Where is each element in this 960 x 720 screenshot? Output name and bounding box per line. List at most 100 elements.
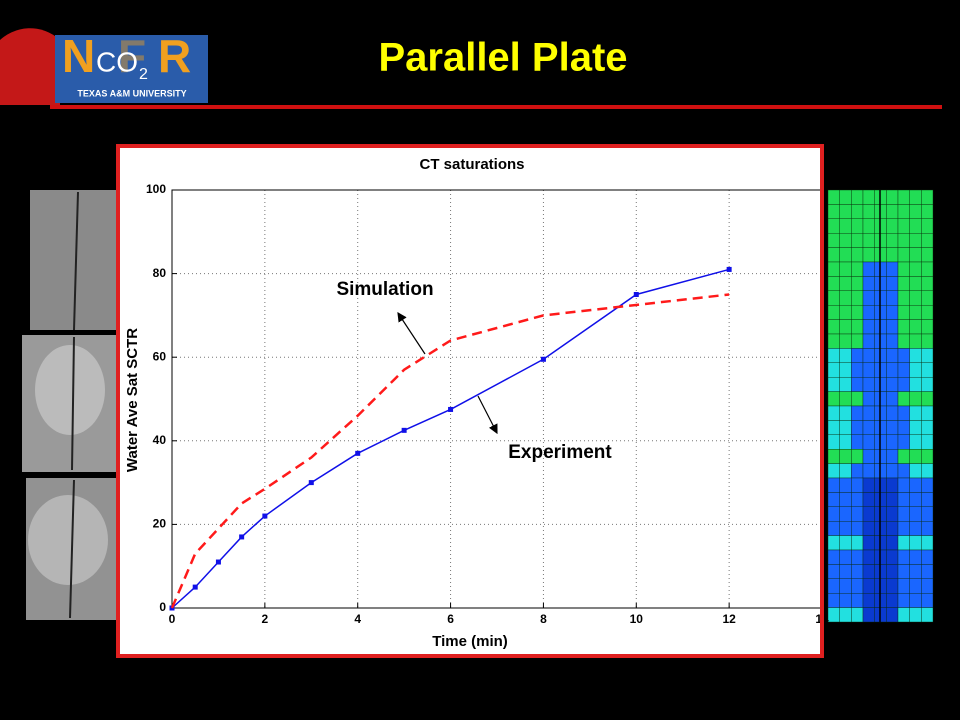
grid-cell bbox=[886, 391, 899, 407]
logo-letter: R bbox=[158, 30, 191, 82]
grid-cell bbox=[839, 333, 852, 349]
grid-cell bbox=[862, 333, 875, 349]
grid-cell bbox=[897, 232, 910, 248]
grid-cell bbox=[827, 463, 840, 479]
ct-images bbox=[22, 190, 117, 620]
grid-cell bbox=[827, 405, 840, 421]
grid-cell bbox=[851, 189, 864, 205]
grid-cell bbox=[851, 449, 864, 464]
grid-cell bbox=[851, 333, 864, 349]
grid-cell bbox=[909, 521, 922, 536]
chart-frame bbox=[118, 146, 822, 656]
grid-cell bbox=[862, 578, 875, 594]
grid-cell bbox=[827, 549, 840, 565]
grid-cell bbox=[886, 506, 899, 522]
grid-cell bbox=[921, 305, 934, 320]
grid-cell bbox=[897, 204, 910, 219]
grid-cell bbox=[862, 305, 875, 320]
grid-cell bbox=[886, 449, 899, 464]
grid-cell bbox=[851, 348, 864, 363]
grid-cell bbox=[839, 305, 852, 320]
ct-highlight bbox=[28, 495, 108, 585]
grid-cell bbox=[921, 506, 934, 522]
grid-cell bbox=[827, 189, 840, 205]
grid-cell bbox=[827, 492, 840, 507]
grid-cell bbox=[897, 506, 910, 522]
grid-cell bbox=[909, 204, 922, 219]
annotation-arrow bbox=[397, 311, 426, 355]
grid-cell bbox=[897, 521, 910, 536]
x-tick-label: 4 bbox=[354, 612, 361, 626]
grid-cell bbox=[921, 449, 934, 464]
grid-cell bbox=[886, 463, 899, 479]
grid-cell bbox=[921, 348, 934, 363]
grid-cell bbox=[827, 276, 840, 291]
grid-cell bbox=[886, 607, 899, 623]
grid-cell bbox=[886, 434, 899, 450]
grid-cell bbox=[827, 319, 840, 335]
data-point bbox=[726, 266, 732, 272]
grid-cell bbox=[827, 607, 840, 623]
grid-cell bbox=[827, 420, 840, 435]
data-point bbox=[540, 356, 546, 362]
grid-cell bbox=[886, 204, 899, 219]
grid-cell bbox=[862, 564, 875, 580]
ct-crack bbox=[69, 191, 79, 619]
grid-cell bbox=[839, 593, 852, 608]
grid-cell bbox=[839, 578, 852, 594]
grid-cell bbox=[839, 391, 852, 407]
grid-cell bbox=[897, 391, 910, 407]
grid-cell bbox=[897, 362, 910, 378]
ct-image bbox=[30, 190, 117, 330]
grid-cell bbox=[909, 261, 922, 277]
grid-cell bbox=[851, 492, 864, 507]
grid-cell bbox=[862, 434, 875, 450]
grid-cell bbox=[862, 549, 875, 565]
grid-cell bbox=[921, 290, 934, 306]
data-point bbox=[215, 559, 221, 565]
grid-cell bbox=[886, 362, 899, 378]
grid-cell bbox=[827, 232, 840, 248]
grid-cell bbox=[839, 348, 852, 363]
grid-cell bbox=[839, 549, 852, 565]
grid-cell bbox=[827, 204, 840, 219]
series-line bbox=[170, 293, 730, 609]
logo-letter: N bbox=[62, 30, 95, 82]
grid-cell bbox=[921, 477, 934, 493]
grid-cell bbox=[862, 535, 875, 551]
logo-formula: CO bbox=[96, 46, 138, 77]
grid-cell bbox=[909, 319, 922, 335]
grid-cell bbox=[851, 204, 864, 219]
y-tick-label: 60 bbox=[153, 349, 167, 363]
grid-cell bbox=[839, 405, 852, 421]
grid-cell bbox=[862, 362, 875, 378]
grid-cell bbox=[827, 247, 840, 263]
x-axis-label: Time (min) bbox=[432, 633, 508, 650]
grid-cell bbox=[839, 261, 852, 277]
series-line bbox=[171, 268, 730, 609]
grid-cell bbox=[909, 247, 922, 263]
grid-cell bbox=[909, 535, 922, 551]
grid-cell bbox=[862, 261, 875, 277]
grid-cell bbox=[851, 377, 864, 392]
grid-cell bbox=[897, 564, 910, 580]
grid-cell bbox=[839, 189, 852, 205]
grid-cell bbox=[862, 319, 875, 335]
grid-cell bbox=[862, 420, 875, 435]
grid-cell bbox=[897, 593, 910, 608]
grid-cell bbox=[827, 477, 840, 493]
grid-cell bbox=[897, 377, 910, 392]
logo-university: TEXAS A&M UNIVERSITY bbox=[77, 88, 186, 98]
grid-cell bbox=[839, 492, 852, 507]
grid-cell bbox=[909, 290, 922, 306]
grid-cell bbox=[862, 377, 875, 392]
grid-cell bbox=[921, 319, 934, 335]
grid-cell bbox=[921, 204, 934, 219]
grid-cell bbox=[921, 405, 934, 421]
grid-cell bbox=[897, 319, 910, 335]
grid-cell bbox=[909, 463, 922, 479]
logo: N F R CO 2 TEXAS A&M UNIVERSITY bbox=[0, 28, 208, 105]
grid-cell bbox=[862, 348, 875, 363]
grid-cell bbox=[897, 535, 910, 551]
grid-cell bbox=[909, 564, 922, 580]
